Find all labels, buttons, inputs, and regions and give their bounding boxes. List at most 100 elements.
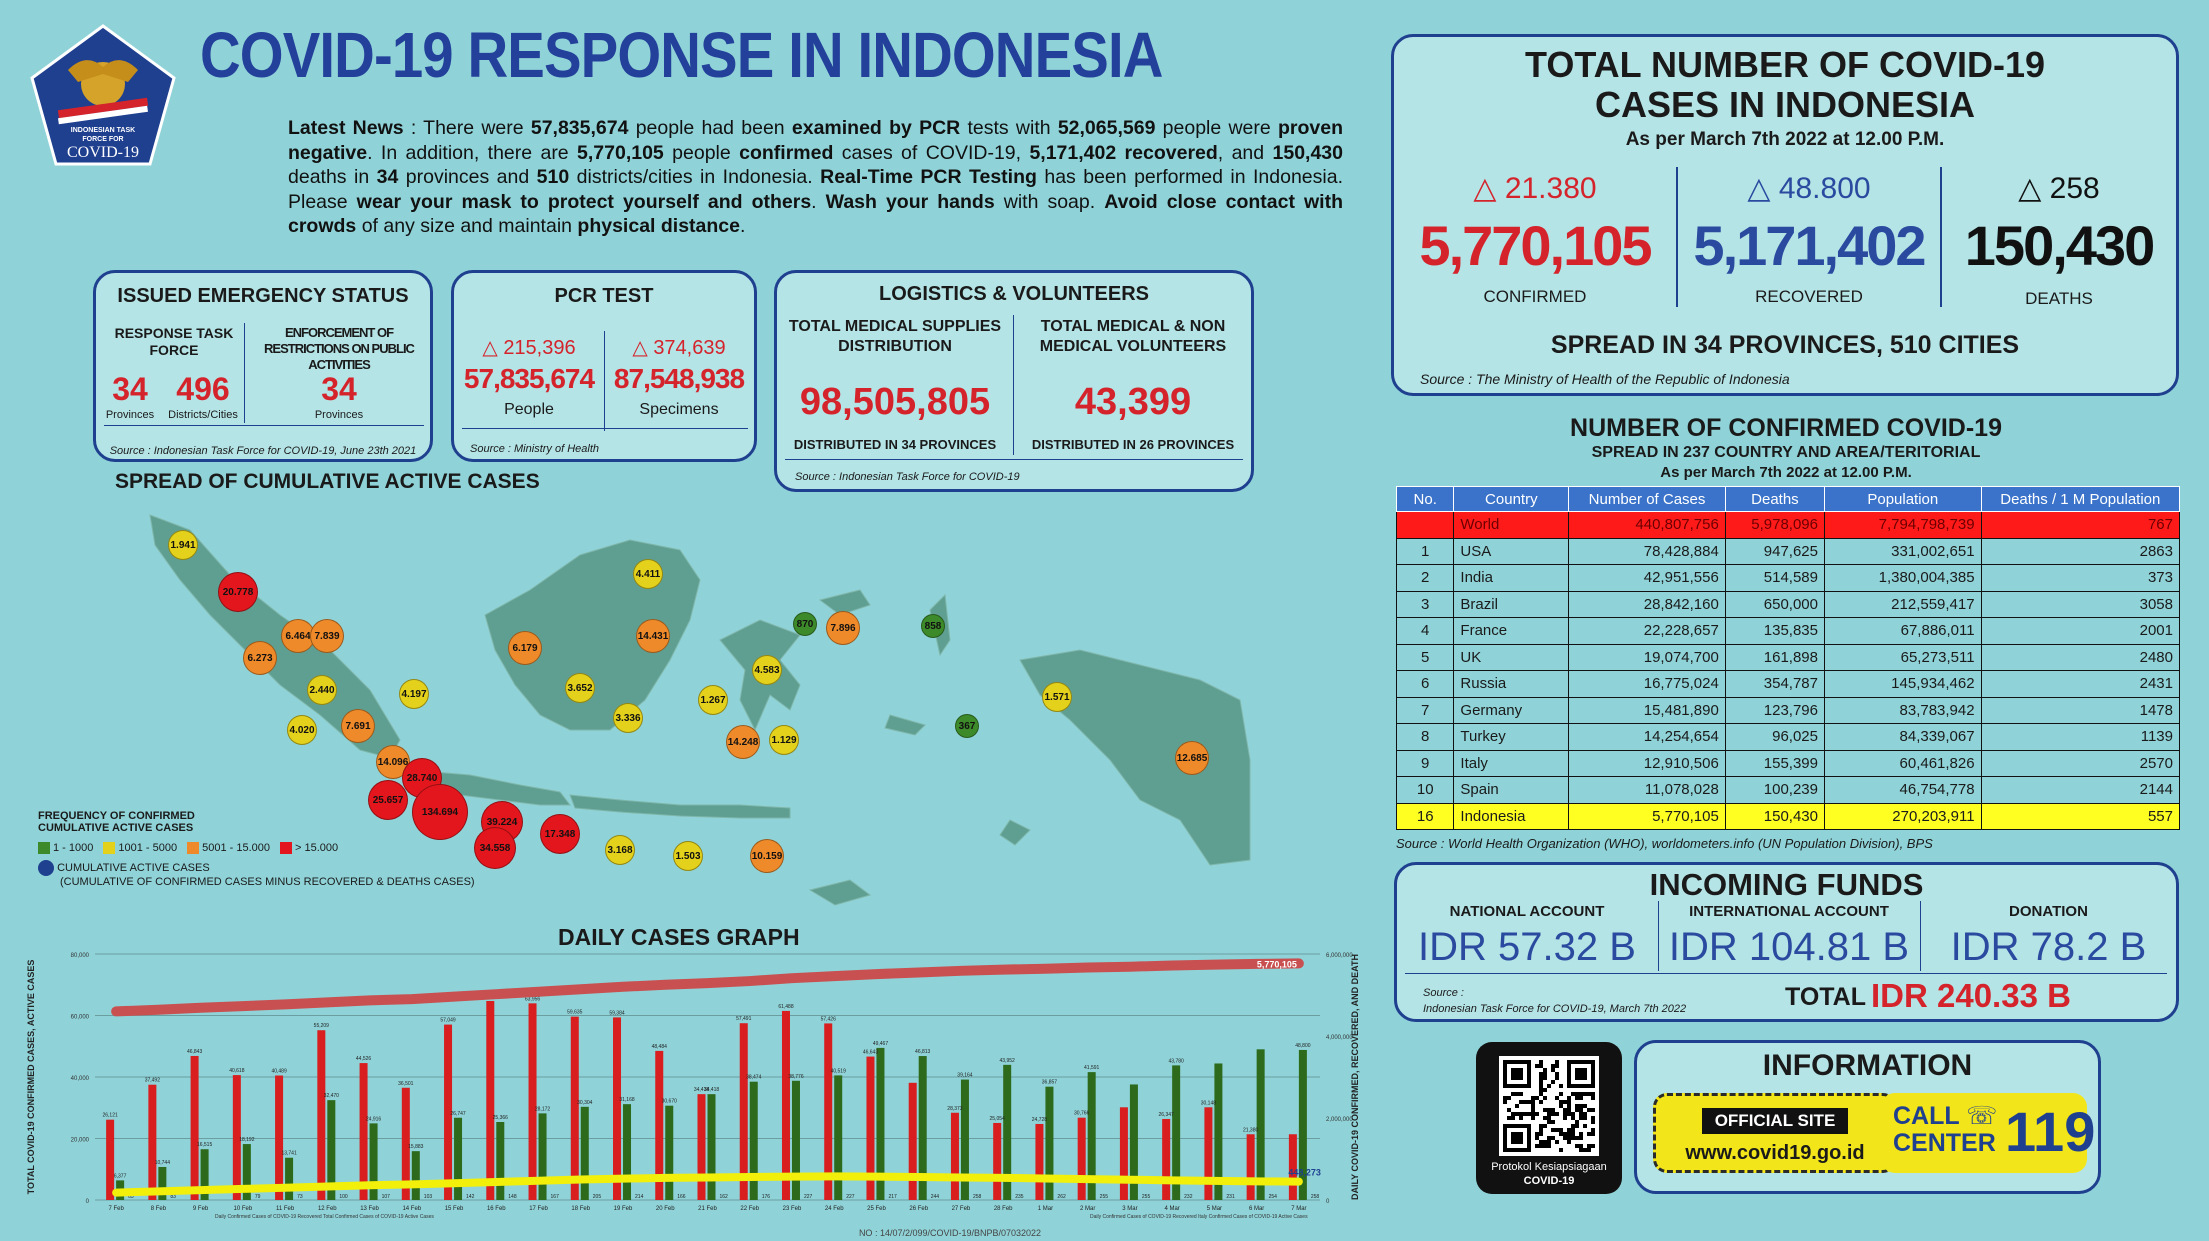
international-label: INTERNATIONAL ACCOUNT: [1689, 903, 1889, 920]
recovered-bar-label: 48,800: [1295, 1043, 1311, 1049]
qr-module: [1575, 1120, 1579, 1124]
qr-module: [1551, 1120, 1555, 1124]
map-case-bubble: 1.503: [673, 841, 703, 871]
official-site-link[interactable]: OFFICIAL SITE www.covid19.go.id: [1653, 1093, 1897, 1173]
table-row: 5 UK 19,074,700 161,898 65,273,511 2480: [1395, 643, 2181, 671]
world-subtitle: SPREAD IN 237 COUNTRY AND AREA/TERITORIA…: [1591, 444, 1981, 461]
qr-module: [1591, 1120, 1595, 1124]
qr-module: [1539, 1060, 1543, 1064]
qr-module: [1519, 1116, 1523, 1120]
qr-module: [1555, 1064, 1559, 1068]
qr-module: [1591, 1108, 1595, 1112]
qr-finder: [1567, 1060, 1595, 1088]
table-cell: 2144: [1980, 776, 2181, 804]
recovered-bar: [1256, 1049, 1265, 1200]
legend-item: 5001 - 15.000: [187, 842, 270, 855]
qr-module: [1555, 1076, 1559, 1080]
deaths-label: 176: [762, 1194, 771, 1200]
confirmed-bar-label: 36,501: [398, 1081, 414, 1087]
table-cell: 123,796: [1724, 696, 1826, 724]
table-cell: India: [1453, 564, 1570, 592]
donation-label: DONATION: [2009, 903, 2088, 920]
call-number[interactable]: 119: [2005, 1100, 2096, 1163]
table-cell: 5,770,105: [1568, 802, 1726, 830]
qr-module: [1575, 1144, 1579, 1148]
table-header-cell: No.: [1395, 486, 1455, 512]
qr-code-pattern: [1503, 1060, 1595, 1152]
up-arrow-icon: △: [482, 337, 504, 359]
recovered-bar-label: 46,813: [915, 1049, 931, 1055]
international-amount: IDR 104.81 B: [1668, 925, 1910, 969]
table-cell: UK: [1453, 643, 1570, 671]
indonesia-map: 1.941 20.778 6.273 6.464 7.839 2.440 4.020 7.69…: [0, 500, 1270, 920]
deaths-label: 227: [804, 1194, 813, 1200]
confirmed-bar: [781, 1010, 790, 1200]
world-cases-table: No. Country Number of Cases Deaths Populatio…: [1395, 486, 2181, 830]
legend-item: 1001 - 5000: [103, 842, 177, 855]
y-left-tick-label: 60,000: [71, 1015, 90, 1021]
qr-module: [1543, 1088, 1547, 1092]
deaths-label: 79: [255, 1194, 261, 1200]
qr-module: [1511, 1112, 1515, 1116]
recovered-bar-label: 15,883: [408, 1144, 424, 1150]
table-cell: 67,886,011: [1824, 617, 1982, 645]
up-arrow-icon: △: [1747, 172, 1779, 205]
qr-code-icon[interactable]: [1499, 1056, 1599, 1156]
qr-card[interactable]: Protokol Kesiapsiagaan COVID-19: [1476, 1042, 1622, 1194]
table-cell: 440,807,756: [1568, 511, 1726, 539]
recovered-bar: [411, 1151, 420, 1200]
qr-module: [1567, 1132, 1571, 1136]
confirmed-bar-label: 63,956: [525, 996, 541, 1002]
qr-module: [1551, 1064, 1555, 1068]
table-cell: France: [1453, 617, 1570, 645]
map-case-bubble: 7.839: [310, 619, 344, 653]
table-cell: 9: [1395, 749, 1455, 777]
qr-module: [1503, 1100, 1507, 1104]
qr-module: [1547, 1116, 1551, 1120]
qr-module: [1519, 1112, 1523, 1116]
logo-line2: FORCE FOR: [82, 136, 124, 143]
recovered-bar-label: 34,418: [704, 1087, 720, 1093]
recovered-bar: [665, 1105, 674, 1200]
table-cell: Spain: [1453, 776, 1570, 804]
qr-module: [1571, 1132, 1575, 1136]
map-case-bubble: 14.248: [726, 725, 760, 759]
x-tick-label: 17 Feb: [529, 1206, 548, 1212]
map-case-bubble: 12.685: [1175, 741, 1209, 775]
map-case-bubble: 4.583: [752, 655, 782, 685]
table-cell: Italy: [1453, 749, 1570, 777]
qr-module: [1519, 1100, 1523, 1104]
confirmed-bar: [1035, 1123, 1044, 1200]
funds-source-label: Source :: [1423, 987, 1464, 999]
y-right-tick-label: 0: [1326, 1199, 1330, 1205]
pcr-people-increase: △ 215,396: [482, 337, 576, 359]
official-site-url[interactable]: www.covid19.go.id: [1685, 1142, 1865, 1164]
qr-module: [1539, 1076, 1543, 1080]
qr-module: [1591, 1132, 1595, 1136]
recovered-bar: [876, 1047, 885, 1200]
x-tick-label: 25 Feb: [867, 1206, 886, 1212]
confirmed-bar: [1288, 1134, 1297, 1200]
emergency-title: ISSUED EMERGENCY STATUS: [117, 285, 409, 307]
qr-module: [1567, 1100, 1571, 1104]
table-row: 6 Russia 16,775,024 354,787 145,934,462 2431: [1395, 670, 2181, 698]
recovered-label: RECOVERED: [1755, 287, 1863, 306]
qr-module: [1539, 1080, 1543, 1084]
recovered-bar-label: 41,591: [1084, 1065, 1100, 1071]
table-row: 7 Germany 15,481,890 123,796 83,783,942 1478: [1395, 696, 2181, 724]
world-title: NUMBER OF CONFIRMED COVID-19: [1570, 414, 2002, 442]
qr-module: [1555, 1128, 1559, 1132]
table-cell: 11,078,028: [1568, 776, 1726, 804]
deaths-label: 100: [339, 1194, 348, 1200]
x-tick-label: 21 Feb: [698, 1206, 717, 1212]
confirmed-bar-label: 30,148: [1201, 1100, 1217, 1106]
recovered-bar: [707, 1094, 716, 1200]
x-tick-label: 12 Feb: [318, 1206, 337, 1212]
qr-module: [1571, 1092, 1575, 1096]
qr-module: [1587, 1108, 1591, 1112]
deaths-label: 142: [466, 1194, 475, 1200]
call-center-button[interactable]: CALL ☏ CENTER 119: [1881, 1093, 2095, 1173]
qr-module: [1543, 1144, 1547, 1148]
confirmed-bar: [697, 1094, 706, 1200]
deaths-label: 83: [170, 1194, 176, 1200]
